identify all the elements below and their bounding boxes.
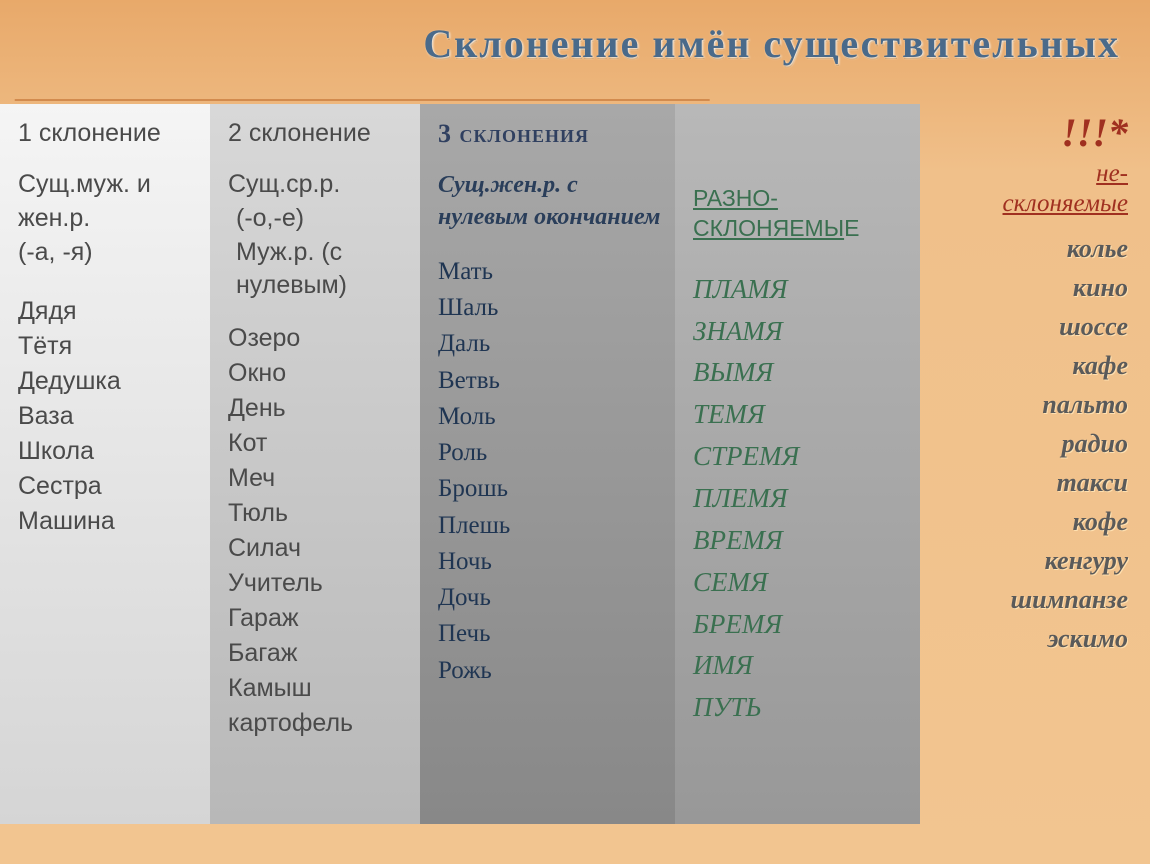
word-item: ЗНАМЯ <box>693 311 908 353</box>
word-item: кафе <box>938 346 1128 385</box>
word-item: День <box>228 391 408 426</box>
word-item: Мать <box>438 254 663 290</box>
column-heteroclitic: РАЗНО- СКЛОНЯЕМЫЕ ПЛАМЯЗНАМЯВЫМЯТЕМЯСТРЕ… <box>675 104 920 824</box>
word-item: Тётя <box>18 329 198 364</box>
word-item: Печь <box>438 616 663 652</box>
col5-header: не- склоняемые <box>938 159 1128 219</box>
columns-container: 1 склонение Сущ.муж. и жен.р. (-а, -я) Д… <box>0 104 1150 824</box>
col3-wordlist: МатьШальДальВетвьМольРольБрошьПлешьНочьД… <box>438 254 663 689</box>
word-item: БРЕМЯ <box>693 604 908 646</box>
word-item: Ваза <box>18 399 198 434</box>
word-item: Тюль <box>228 496 408 531</box>
col2-header: 2 склонение <box>228 119 408 148</box>
slide-title: Склонение имён существительных <box>0 0 1150 67</box>
word-item: колье <box>938 229 1128 268</box>
word-item: Плешь <box>438 508 663 544</box>
word-item: Меч <box>228 461 408 496</box>
word-item: ПУТЬ <box>693 687 908 729</box>
word-item: ПЛЕМЯ <box>693 478 908 520</box>
word-item: Силач <box>228 531 408 566</box>
word-item: Багаж <box>228 636 408 671</box>
col4-wordlist: ПЛАМЯЗНАМЯВЫМЯТЕМЯСТРЕМЯПЛЕМЯВРЕМЯСЕМЯБР… <box>693 269 908 729</box>
col4-header: РАЗНО- СКЛОНЯЕМЫЕ <box>693 184 908 244</box>
word-item: Дядя <box>18 294 198 329</box>
col2-description: Сущ.ср.р. (-о,-е) Муж.р. (с нулевым) <box>228 168 408 303</box>
column-2-declension: 2 склонение Сущ.ср.р. (-о,-е) Муж.р. (с … <box>210 104 420 824</box>
word-item: Школа <box>18 434 198 469</box>
word-item: такси <box>938 463 1128 502</box>
word-item: Брошь <box>438 471 663 507</box>
word-item: ПЛАМЯ <box>693 269 908 311</box>
word-item: Дочь <box>438 580 663 616</box>
col1-header: 1 склонение <box>18 119 198 148</box>
word-item: эскимо <box>938 619 1128 658</box>
word-item: Озеро <box>228 321 408 356</box>
word-item: картофель <box>228 706 408 741</box>
col2-wordlist: ОзероОкноДеньКотМечТюльСилачУчительГараж… <box>228 321 408 741</box>
col5-wordlist: кольекиношоссекафепальторадиотаксикофеке… <box>938 229 1128 658</box>
word-item: ВРЕМЯ <box>693 520 908 562</box>
col3-description: Сущ.жен.р. с нулевым окончанием <box>438 169 663 234</box>
word-item: СТРЕМЯ <box>693 436 908 478</box>
word-item: Роль <box>438 435 663 471</box>
word-item: ВЫМЯ <box>693 352 908 394</box>
col4-header-underlined: РАЗНО- СКЛОНЯЕМЫ <box>693 185 844 241</box>
col1-description: Сущ.муж. и жен.р. (-а, -я) <box>18 168 198 269</box>
word-item: Гараж <box>228 601 408 636</box>
column-1-declension: 1 склонение Сущ.муж. и жен.р. (-а, -я) Д… <box>0 104 210 824</box>
word-item: ИМЯ <box>693 645 908 687</box>
word-item: Камыш <box>228 671 408 706</box>
col4-header-tail: Е <box>844 215 859 241</box>
word-item: Рожь <box>438 653 663 689</box>
word-item: Сестра <box>18 469 198 504</box>
word-item: ТЕМЯ <box>693 394 908 436</box>
col1-wordlist: ДядяТётяДедушкаВазаШколаСестраМашина <box>18 294 198 539</box>
word-item: Машина <box>18 504 198 539</box>
word-item: Даль <box>438 326 663 362</box>
word-item: пальто <box>938 385 1128 424</box>
word-item: Кот <box>228 426 408 461</box>
column-3-declension: 3 склонения Сущ.жен.р. с нулевым окончан… <box>420 104 675 824</box>
word-item: шимпанзе <box>938 580 1128 619</box>
word-item: Учитель <box>228 566 408 601</box>
word-item: Окно <box>228 356 408 391</box>
word-item: Ветвь <box>438 363 663 399</box>
word-item: Ночь <box>438 544 663 580</box>
title-underline: ________________________________________… <box>0 67 1150 104</box>
word-item: радио <box>938 424 1128 463</box>
word-item: Шаль <box>438 290 663 326</box>
word-item: Моль <box>438 399 663 435</box>
word-item: кенгуру <box>938 541 1128 580</box>
column-indeclinable: !!!* не- склоняемые кольекиношоссекафепа… <box>920 104 1150 824</box>
word-item: Дедушка <box>18 364 198 399</box>
word-item: кофе <box>938 502 1128 541</box>
word-item: СЕМЯ <box>693 562 908 604</box>
word-item: кино <box>938 268 1128 307</box>
word-item: шоссе <box>938 307 1128 346</box>
col3-header: 3 склонения <box>438 119 663 149</box>
col5-exclamation: !!!* <box>938 109 1128 156</box>
